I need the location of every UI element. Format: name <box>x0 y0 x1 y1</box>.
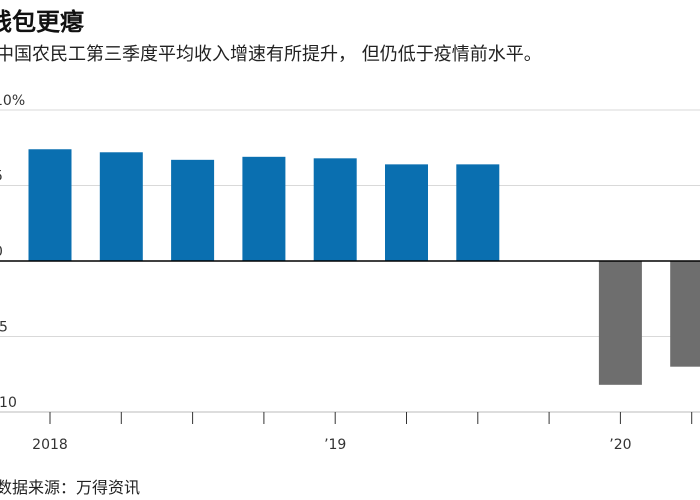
bars <box>28 149 700 385</box>
chart-subtitle: 中国农民工第三季度平均收入增速有所提升， 但仍低于疫情前水平。 <box>0 44 542 65</box>
bar-2018-q2 <box>99 152 143 261</box>
x-tick-label: ’19 <box>324 437 346 453</box>
chart-title: 钱包更瘪 <box>0 8 84 36</box>
source-note: 数据来源：万得资讯 <box>0 478 141 497</box>
bar-2019-q3 <box>456 164 500 261</box>
bar-2019-q2 <box>385 164 428 261</box>
bar-2018-q3 <box>171 159 215 261</box>
bar-2020-q1 <box>598 261 642 385</box>
y-tick-label: -10 <box>0 395 17 411</box>
x-tick-label: ’20 <box>609 437 631 453</box>
y-tick-label: -5 <box>0 320 8 336</box>
x-tick-label: 2018 <box>32 437 68 453</box>
bar-2020-q2 <box>670 261 700 367</box>
bar-2019-q1 <box>313 158 357 261</box>
bar-chart: 10% 5 0 -5 -10 2018 ’19 ’20 <box>0 93 700 453</box>
bar-2018-q4 <box>242 156 286 261</box>
y-tick-label: 0 <box>0 244 3 260</box>
y-tick-label: 10% <box>0 93 25 109</box>
y-axis-ticks: 10% 5 0 -5 -10 <box>0 93 25 411</box>
x-axis: 2018 ’19 ’20 <box>0 260 700 453</box>
y-tick-label: 5 <box>0 169 3 185</box>
bar-2018-q1 <box>28 149 72 261</box>
